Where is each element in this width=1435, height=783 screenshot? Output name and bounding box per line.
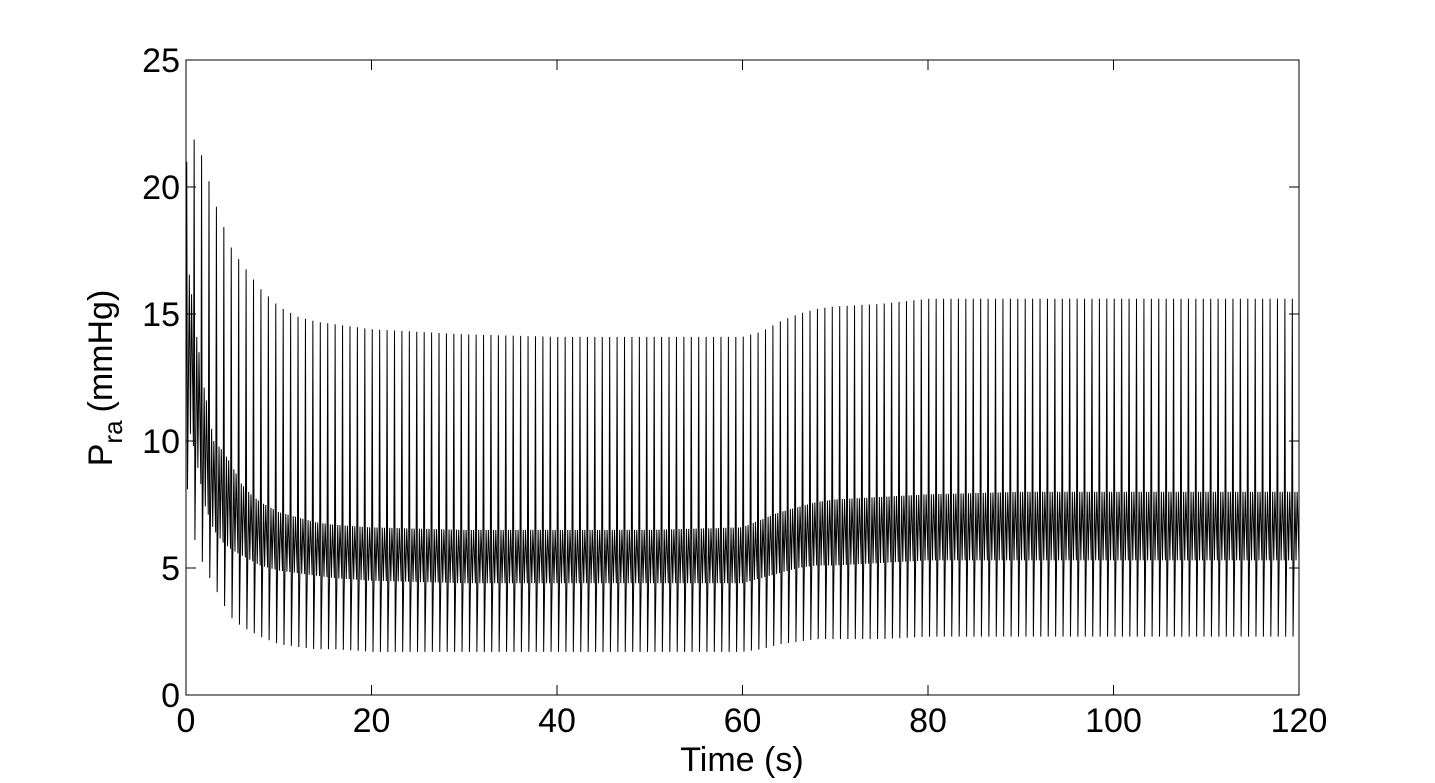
- y-tick-label: 15: [142, 296, 180, 334]
- y-tick-label: 10: [142, 423, 180, 461]
- x-axis-ticks: 0 20 40 60 80 100 120: [177, 60, 1328, 740]
- y-axis-unit: (mmHg): [82, 290, 120, 413]
- x-tick-label: 80: [909, 702, 947, 740]
- y-axis-title: Pra (mmHg): [82, 290, 128, 467]
- x-tick-label: 20: [353, 702, 391, 740]
- x-tick-label: 40: [538, 702, 576, 740]
- y-tick-label: 0: [161, 677, 180, 715]
- y-tick-label: 20: [142, 169, 180, 207]
- pressure-line: [185, 139, 1300, 652]
- y-axis-ticks: 0 5 10 15 20 25: [142, 42, 1299, 715]
- x-tick-label: 100: [1085, 702, 1142, 740]
- plot-area-frame: [185, 59, 1300, 696]
- x-tick-label: 120: [1271, 702, 1328, 740]
- pressure-series: [185, 139, 1300, 652]
- y-tick-label: 5: [161, 550, 180, 588]
- y-axis-symbol: P: [82, 444, 120, 467]
- x-axis-title: Time (s): [680, 741, 803, 779]
- y-axis-subscript: ra: [98, 420, 128, 444]
- x-tick-label: 60: [724, 702, 762, 740]
- y-tick-label: 25: [142, 42, 180, 80]
- x-tick-label: 0: [177, 702, 196, 740]
